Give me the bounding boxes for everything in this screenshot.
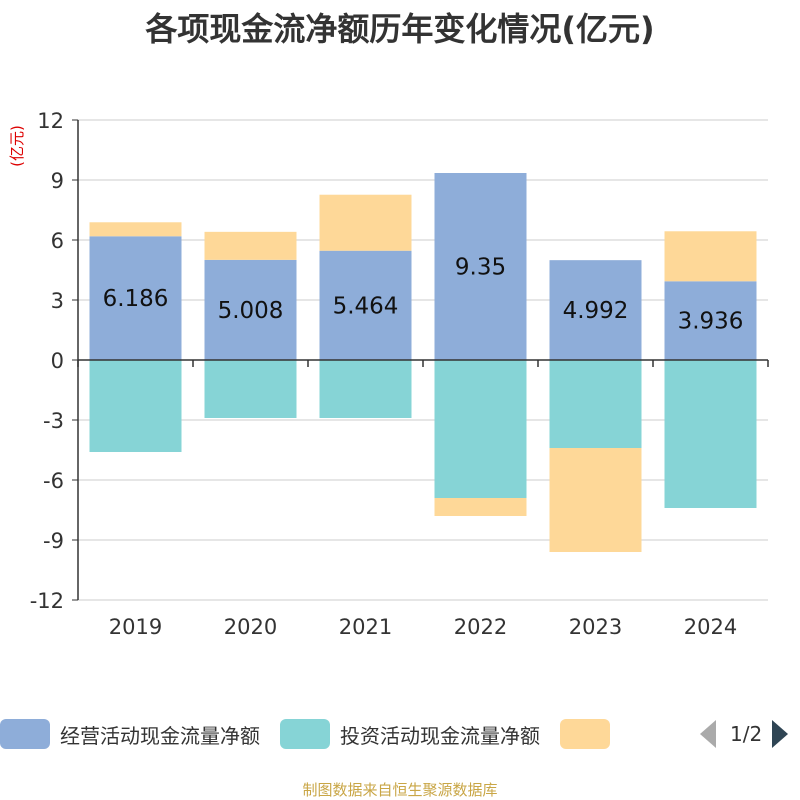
data-label: 5.464 (333, 293, 399, 319)
bar-investing (204, 360, 297, 418)
bar-financing (319, 194, 412, 251)
legend-pager: 1/2 (700, 717, 789, 751)
y-tick-label: 0 (51, 349, 64, 373)
bar-operating (204, 259, 297, 360)
data-label: 3.936 (678, 309, 744, 335)
data-label: 9.35 (455, 255, 506, 281)
x-tick-label: 2021 (339, 615, 392, 639)
legend-page-indicator: 1/2 (730, 722, 763, 746)
legend-item-operating[interactable]: 经营活动现金流量净额 (0, 719, 260, 749)
bar-investing (549, 360, 642, 448)
data-label: 4.992 (563, 298, 629, 324)
x-tick-label: 2019 (109, 615, 162, 639)
bar-investing (319, 360, 412, 418)
y-tick-label: 9 (51, 169, 64, 193)
y-tick-label: 6 (51, 229, 64, 253)
legend-prev-icon[interactable] (700, 720, 716, 748)
x-tick-label: 2020 (224, 615, 277, 639)
x-tick-label: 2022 (454, 615, 507, 639)
bar-financing (204, 231, 297, 260)
bar-operating (319, 250, 412, 360)
bar-operating (89, 236, 182, 360)
legend-swatch-operating (0, 719, 50, 749)
y-tick-label: -12 (30, 589, 64, 613)
legend-swatch-financing (560, 719, 610, 749)
data-label: 6.186 (103, 286, 169, 312)
bar-operating (549, 260, 642, 360)
legend-next-icon[interactable] (772, 720, 789, 748)
bar-financing (434, 498, 527, 516)
legend-item-investing[interactable]: 投资活动现金流量净额 (280, 719, 540, 749)
data-label: 5.008 (218, 298, 284, 324)
bar-operating (664, 281, 757, 360)
bar-investing (434, 360, 527, 498)
bar-financing (549, 448, 642, 552)
legend-swatch-investing (280, 719, 330, 749)
x-tick-label: 2024 (684, 615, 737, 639)
bar-financing (89, 222, 182, 237)
chart-title: 各项现金流净额历年变化情况(亿元) (145, 10, 655, 48)
legend-label-investing: 投资活动现金流量净额 (340, 723, 540, 748)
legend-label-operating: 经营活动现金流量净额 (60, 723, 260, 748)
y-tick-label: 3 (51, 289, 64, 313)
bar-financing (664, 231, 757, 282)
y-tick-label: -3 (43, 409, 64, 433)
legend: 经营活动现金流量净额 投资活动现金流量净额 (0, 717, 640, 751)
legend-item-financing[interactable] (560, 719, 620, 749)
bar-operating (434, 173, 527, 360)
bar-investing (664, 360, 757, 508)
y-tick-label: 12 (37, 109, 64, 133)
y-tick-label: -6 (43, 469, 64, 493)
y-tick-label: -9 (43, 529, 64, 553)
y-axis-unit-label: (亿元) (8, 125, 26, 167)
x-tick-label: 2023 (569, 615, 622, 639)
source-note: 制图数据来自恒生聚源数据库 (302, 781, 498, 799)
bar-investing (89, 360, 182, 452)
